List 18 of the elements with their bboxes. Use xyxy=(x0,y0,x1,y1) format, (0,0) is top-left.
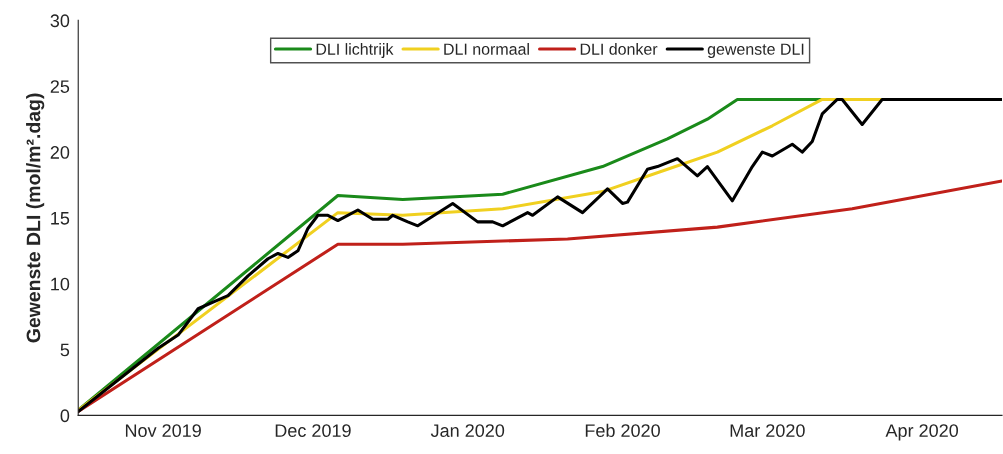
x-tick-label: Feb 2020 xyxy=(585,423,660,438)
legend-label: DLI donker xyxy=(580,43,658,55)
y-tick-label: 10 xyxy=(51,277,70,291)
legend-label: DLI lichtrijk xyxy=(316,43,394,58)
y-tick-label: 0 xyxy=(60,409,70,423)
x-tick-label: Dec 2019 xyxy=(275,424,351,438)
y-tick-label: 5 xyxy=(60,343,70,357)
legend-label: gewenste DLI xyxy=(707,43,804,58)
y-tick-label: 25 xyxy=(50,80,70,93)
x-tick-label: Nov 2019 xyxy=(125,424,201,438)
x-tick-label: Mar 2020 xyxy=(730,424,805,438)
y-tick-label: 15 xyxy=(51,212,70,225)
y-tick-label: 20 xyxy=(50,146,70,159)
y-tick-label: 30 xyxy=(50,14,70,28)
x-tick-label: Apr 2020 xyxy=(885,424,959,441)
x-tick-label: Jan 2020 xyxy=(430,424,505,438)
legend-label: DLI normaal xyxy=(444,43,529,55)
y-axis-title: Gewenste DLI (mol/m².dag) xyxy=(26,93,45,343)
